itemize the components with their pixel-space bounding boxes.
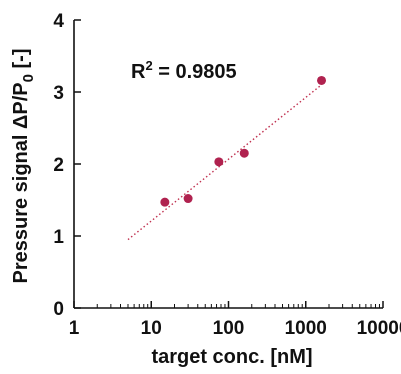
trendline [127, 84, 322, 241]
data-point [160, 197, 170, 207]
y-tick-label: 3 [53, 83, 64, 104]
data-point [214, 157, 224, 167]
r-squared-annotation: R2 = 0.9805 [131, 58, 237, 83]
x-tick-label: 1 [69, 318, 80, 339]
y-tick-label: 1 [53, 227, 64, 248]
data-point [183, 194, 193, 204]
data-point [317, 75, 327, 85]
ticks: 11010010001000001234 [53, 11, 401, 339]
y-tick-label: 0 [53, 299, 64, 320]
data-point [239, 148, 249, 158]
y-tick-label: 2 [53, 155, 64, 176]
x-tick-label: 100 [213, 318, 245, 339]
y-tick-label: 4 [53, 11, 64, 32]
data-marks [127, 75, 327, 241]
x-axis-title: target conc. [nM] [151, 346, 312, 368]
x-tick-label: 10 [141, 318, 162, 339]
y-axis-title: Pressure signal ΔP/P0 [-] [10, 48, 37, 283]
x-tick-label: 1000 [285, 318, 327, 339]
